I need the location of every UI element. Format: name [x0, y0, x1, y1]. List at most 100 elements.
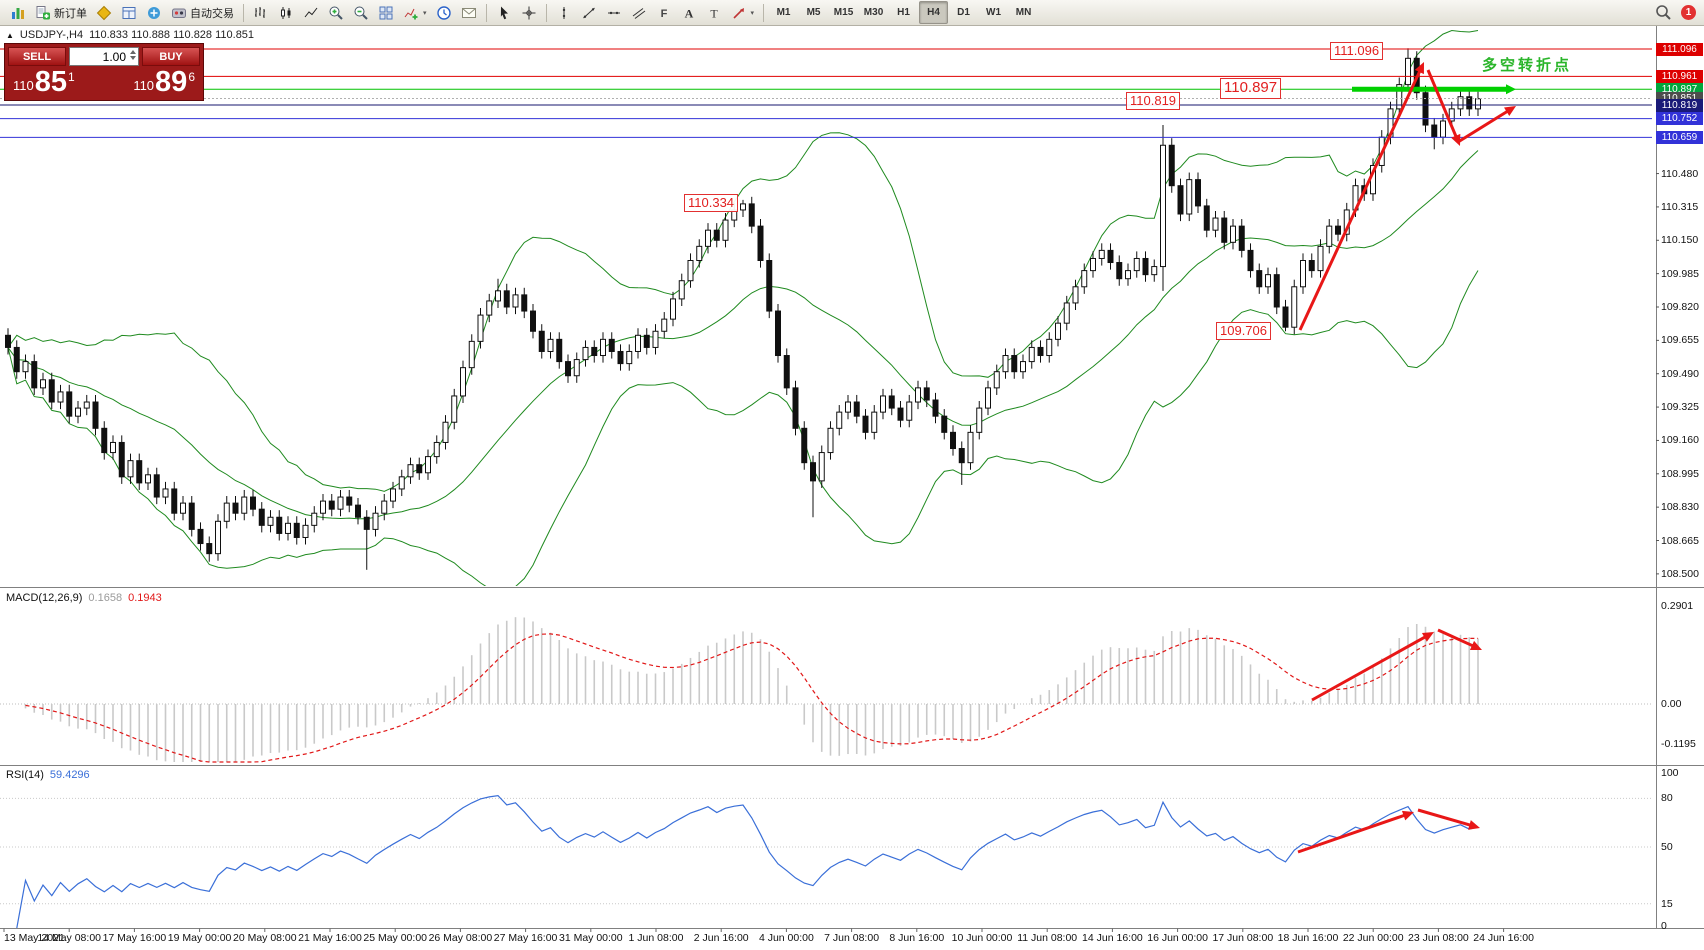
- crosshair-button[interactable]: [517, 1, 541, 24]
- autotrading-button[interactable]: 自动交易: [167, 1, 238, 24]
- chart-app-button[interactable]: [6, 1, 30, 24]
- candles-chart-icon: [281, 6, 291, 19]
- toolbar-separator: [243, 3, 244, 22]
- one-click-trading-panel: SELL 1.00 BUY 110 85 1 110 89 6: [4, 43, 204, 101]
- new-order-label: 新订单: [54, 7, 87, 20]
- toolbar-separator: [545, 3, 547, 22]
- zoom-in-button[interactable]: [324, 1, 348, 24]
- line-chart-icon: [304, 7, 318, 17]
- indicators-button[interactable]: ▾: [399, 1, 431, 24]
- timeframe-m15-button[interactable]: M15: [833, 7, 854, 18]
- label-tool-icon: T: [710, 6, 718, 20]
- channel-icon: [632, 7, 645, 19]
- buy-button[interactable]: BUY: [142, 47, 200, 66]
- zoom-out-button[interactable]: [349, 1, 373, 24]
- channel-button[interactable]: [627, 1, 651, 24]
- symbol-ohlc: 110.833 110.888 110.828 110.851: [89, 29, 255, 41]
- tile-windows-icon: [379, 6, 393, 19]
- svg-text:F: F: [660, 8, 667, 20]
- turning-point-label: 多空转折点: [1482, 57, 1573, 74]
- arrow-shape-button[interactable]: ▾: [727, 1, 759, 24]
- autotrading-label: 自动交易: [190, 7, 234, 20]
- fibonacci-icon: F: [660, 8, 667, 20]
- new-order-icon: [36, 5, 50, 19]
- ask-pips: 89: [155, 66, 188, 98]
- svg-text:T: T: [710, 6, 718, 20]
- message-button[interactable]: [457, 1, 481, 24]
- new-order-button[interactable]: 新订单: [31, 1, 91, 24]
- timeframe-m5-button[interactable]: M5: [806, 7, 821, 18]
- timeframe-m30-button[interactable]: M30: [863, 7, 884, 18]
- volume-input[interactable]: 1.00: [69, 47, 139, 66]
- symbol-collapse-icon[interactable]: ▲: [6, 30, 14, 40]
- bid-price: 110 85 1: [13, 67, 75, 97]
- rsi-value: 59.4296: [49, 769, 90, 781]
- zoom-out-icon: [354, 6, 368, 20]
- tile-windows-button[interactable]: [374, 1, 398, 24]
- timeframe-w1-button[interactable]: W1: [986, 7, 1002, 18]
- macd-value-signal: 0.1943: [128, 592, 162, 604]
- macd-title: MACD(12,26,9): [6, 592, 83, 604]
- toolbar-separator: [763, 3, 765, 22]
- chart-canvas[interactable]: [0, 26, 1704, 950]
- timeframe-h1-button[interactable]: H1: [897, 7, 910, 18]
- volume-spinner[interactable]: [130, 50, 136, 60]
- bars-chart-button[interactable]: [249, 1, 273, 24]
- candles-chart-button[interactable]: [274, 1, 298, 24]
- terminal-button[interactable]: [142, 1, 166, 24]
- chart-area: 0.2901 0.00 -0.1195 100 80 50 15 0 110.480 110.31…: [0, 26, 1704, 950]
- cursor-button[interactable]: [492, 1, 516, 24]
- symbol-header: ▲ USDJPY-,H4 110.833 110.888 110.828 110…: [6, 29, 254, 41]
- toolbar-right: 1: [1655, 4, 1698, 21]
- trendline-button[interactable]: [577, 1, 601, 24]
- indicators-icon: [404, 8, 418, 19]
- bid-pips: 85: [34, 66, 67, 98]
- timeframe-mn-button[interactable]: MN: [1015, 7, 1032, 18]
- toolbar: 新订单 自动交易 ▾ F A T ▾ M1 M5 M15 M30 H1 H4 D1 W1 MN 1: [0, 0, 1704, 26]
- market-watch-button[interactable]: [92, 1, 116, 24]
- ask-point: 6: [188, 70, 195, 84]
- macd-label: MACD(12,26,9) 0.1658 0.1943: [6, 592, 162, 604]
- trendline-icon: [582, 7, 595, 18]
- clock-icon: [436, 5, 451, 20]
- arrow-shape-icon: [732, 7, 744, 19]
- bid-prefix: 110: [13, 78, 34, 93]
- text-tool-icon: A: [684, 6, 693, 20]
- bid-point: 1: [68, 70, 75, 84]
- timeframe-m1-button[interactable]: M1: [776, 7, 791, 18]
- message-icon: [461, 7, 476, 18]
- macd-value-main: 0.1658: [88, 592, 123, 604]
- hline-icon: [607, 11, 620, 14]
- fibonacci-button[interactable]: F: [652, 1, 676, 24]
- chevron-down-icon: ▾: [423, 9, 427, 17]
- text-tool-button[interactable]: A: [677, 1, 701, 24]
- hline-button[interactable]: [602, 1, 626, 24]
- market-watch-icon: [96, 5, 112, 20]
- timeframe-d1-button[interactable]: D1: [957, 7, 970, 18]
- zoom-in-icon: [329, 6, 343, 20]
- symbol-title: USDJPY-,H4: [19, 29, 84, 41]
- ask-prefix: 110: [133, 78, 155, 93]
- terminal-icon: [148, 6, 160, 19]
- autotrading-icon: [172, 8, 186, 18]
- line-chart-button[interactable]: [299, 1, 323, 24]
- data-window-icon: [122, 6, 136, 19]
- rsi-label: RSI(14) 59.4296: [6, 769, 90, 781]
- ask-price: 110 89 6: [133, 67, 195, 97]
- chevron-down-icon: ▾: [750, 9, 755, 17]
- notification-badge[interactable]: 1: [1681, 5, 1696, 20]
- vline-button[interactable]: [552, 1, 576, 24]
- label-tool-button[interactable]: T: [702, 1, 726, 24]
- search-icon[interactable]: [1655, 4, 1672, 21]
- sell-button[interactable]: SELL: [8, 47, 66, 66]
- data-window-button[interactable]: [117, 1, 141, 24]
- clock-button[interactable]: [432, 1, 456, 24]
- cursor-icon: [500, 6, 508, 19]
- svg-text:A: A: [684, 6, 693, 20]
- vline-icon: [562, 6, 565, 19]
- toolbar-buttons: 新订单 自动交易 ▾ F A T ▾ M1 M5 M15 M30 H1 H4 D1 W1 MN: [6, 1, 1038, 24]
- timeframe-h4-button[interactable]: H4: [919, 1, 949, 24]
- crosshair-icon: [522, 6, 536, 19]
- bars-chart-icon: [255, 6, 265, 18]
- chart-app-icon: [12, 7, 24, 19]
